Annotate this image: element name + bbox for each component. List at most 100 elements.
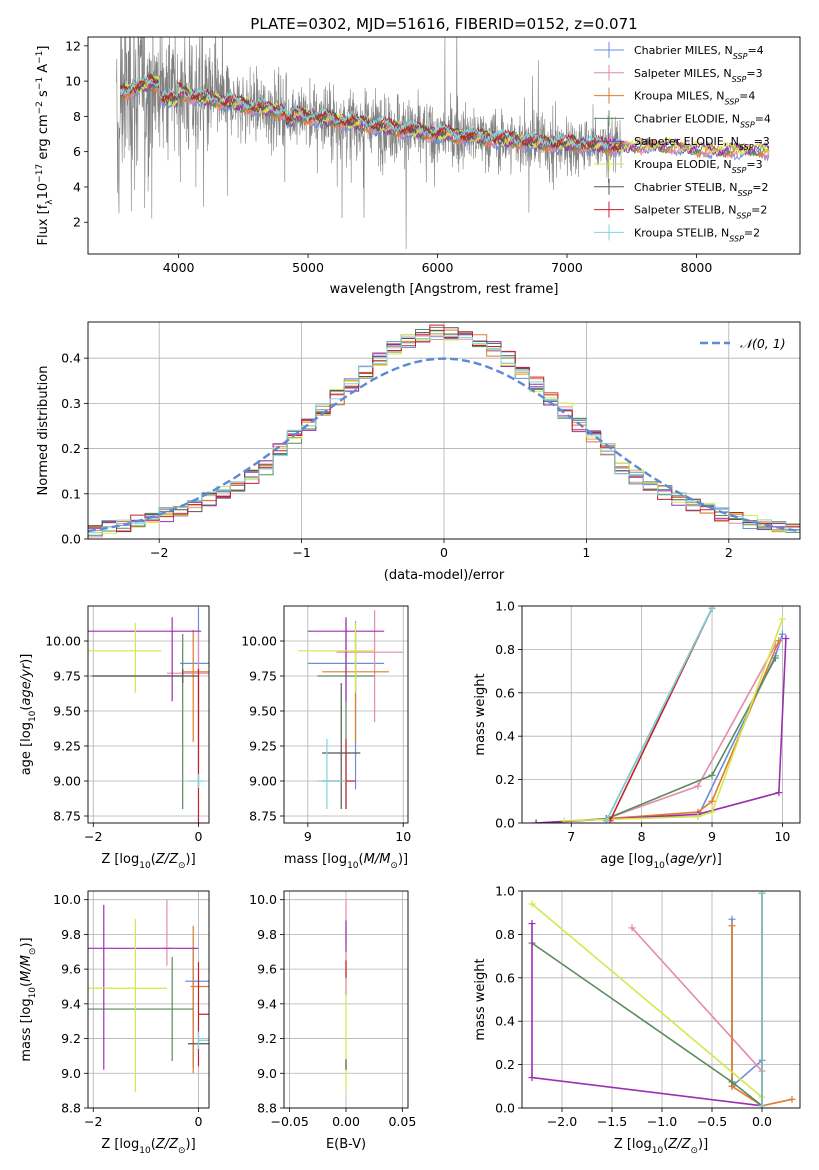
label-part: ⊙	[178, 861, 186, 871]
y-tick-label: 6	[73, 144, 81, 159]
weight-line	[606, 633, 784, 820]
x-tick-label: 10	[774, 829, 790, 844]
x-tick-label: −1.0	[647, 1114, 677, 1129]
legend-label: Kroupa MILES, NSSP=4	[634, 90, 755, 107]
label-part: age/yr	[670, 852, 713, 867]
legend-text: Chabrier MILES, N	[634, 44, 733, 57]
age_vs_mass-xlabel: mass [log10(M/M⊙)]	[284, 852, 408, 871]
x-tick-label: 0	[195, 829, 203, 844]
x-tick-label: 0.00	[332, 1114, 360, 1129]
legend-sub: SSP	[729, 234, 744, 243]
label-part: wavelength [Angstrom, rest frame]	[330, 282, 559, 297]
age_vs_mass-axes: 9 10 8.75 9.00 9.25 9.50 9.75 10.00	[241, 606, 411, 844]
weight_vs_age-axes: 7 8 9 10 0.0 0.2 0.4 0.6 0.8 1.0	[495, 599, 800, 844]
label-part: )]	[19, 654, 34, 664]
y-tick-label: 0.2	[495, 1057, 515, 1072]
label-part: (	[665, 852, 670, 867]
legend-label: Salpeter ELODIE, NSSP=3	[634, 135, 770, 152]
weight-line	[564, 618, 784, 822]
x-tick-label: 0.05	[388, 1114, 416, 1129]
spectrum-ylabel: Flux [fλ10−17 erg cm−2 s−1 A−1]	[35, 46, 55, 246]
legend-suffix: =4	[755, 112, 771, 125]
legend-suffix: =3	[754, 135, 770, 148]
y-tick-label: 0.4	[495, 1014, 515, 1029]
y-tick-label: 10.00	[45, 634, 81, 649]
label-part: Z/Z	[155, 1137, 179, 1152]
y-tick-label: 0.6	[495, 970, 515, 985]
y-tick-label: 9.25	[249, 739, 277, 754]
weight-line	[606, 640, 780, 820]
y-tick-label: 0.3	[61, 396, 81, 411]
legend-text: Chabrier STELIB, N	[634, 181, 738, 194]
age_vs_Z-axes: −2 0 8.75 9.00 9.25 9.50 9.75 10.00	[45, 606, 209, 844]
y-tick-label: 0.0	[495, 816, 515, 831]
mass_vs_Z-frame	[87, 890, 210, 1109]
legend-label: Kroupa STELIB, NSSP=2	[634, 226, 760, 243]
weight-line	[536, 657, 777, 823]
y-tick-label: 9.6	[61, 962, 81, 977]
y-tick-label: 10	[65, 74, 81, 89]
legend-sub: SSP	[738, 188, 753, 197]
x-tick-label: 6000	[422, 260, 454, 275]
legend-suffix: =2	[744, 226, 760, 239]
weight_vs_Z-xlabel: Z [log10(Z/Z⊙)]	[614, 1137, 708, 1156]
y-tick-label: 0.4	[495, 729, 515, 744]
y-tick-label: 9.00	[53, 774, 81, 789]
mass_vs_ebv-frame	[283, 890, 409, 1109]
legend-label: Kroupa ELODIE, NSSP=3	[634, 158, 763, 175]
legend-sub: SSP	[736, 211, 751, 220]
legend-text: Kroupa MILES, N	[634, 90, 724, 103]
weight-line	[606, 644, 777, 820]
y-tick-label: 0.6	[495, 685, 515, 700]
label-part: A	[36, 64, 51, 77]
label-part: (	[151, 1137, 156, 1152]
weight_vs_age-xlabel: age [log10(age/yr)]	[600, 852, 722, 871]
label-part: Normed distribution	[36, 366, 51, 496]
age_vs_Z-ylabel: age [log10(age/yr)]	[19, 654, 38, 776]
age_vs_Z-xlabel: Z [log10(Z/Z⊙)]	[101, 852, 195, 871]
y-tick-label: 0.2	[61, 441, 81, 456]
legend-sub: SSP	[733, 52, 748, 61]
legend-suffix: =3	[746, 158, 762, 171]
mass_vs_Z-plot	[88, 899, 209, 1093]
spectrum-xlabel: wavelength [Angstrom, rest frame]	[330, 282, 559, 297]
y-tick-label: 9.75	[249, 669, 277, 684]
label-part: −2	[35, 101, 45, 114]
label-part: −1	[35, 77, 45, 90]
spectrum-plot	[116, 37, 770, 250]
y-tick-label: 1.0	[495, 884, 515, 899]
spectrum-axes: 4000 5000 6000 7000 8000 2 4 6 8 10 12	[65, 38, 712, 275]
label-part: 10	[28, 987, 38, 999]
label-part: (	[19, 982, 34, 987]
legend-text: Salpeter MILES, N	[634, 67, 732, 80]
legend-text: Salpeter STELIB, N	[634, 204, 736, 217]
x-tick-label: −2.0	[547, 1114, 577, 1129]
mass_vs_Z-axes: −2 0 8.8 9.0 9.2 9.4 9.6 9.8 10.0	[53, 891, 209, 1129]
label-part: 10	[652, 1146, 664, 1156]
label-part: ]	[36, 46, 51, 51]
label-part: (	[19, 706, 34, 711]
legend-sub: SSP	[740, 120, 755, 129]
x-tick-label: 10	[395, 829, 411, 844]
y-tick-label: 8.75	[249, 809, 277, 824]
y-tick-label: 4	[73, 179, 81, 194]
weight-line	[536, 638, 787, 823]
label-part: Z [log	[101, 1137, 139, 1152]
y-tick-label: 9.4	[61, 996, 81, 1011]
x-tick-label: 7	[567, 829, 575, 844]
x-tick-label: 0	[440, 545, 448, 560]
label-part: mass weight	[473, 958, 488, 1040]
label-part: Z/Z	[667, 1137, 691, 1152]
label-part: −1	[35, 51, 45, 64]
label-part: ⊙	[28, 948, 38, 956]
label-part: erg cm	[36, 114, 51, 163]
label-part: )]	[186, 1137, 196, 1152]
label-part: s	[36, 90, 51, 101]
y-tick-label: 10.0	[53, 892, 81, 907]
residuals-ylabel: Normed distribution	[36, 366, 51, 496]
x-tick-label: 0	[195, 1114, 203, 1129]
normal-curve-line	[88, 357, 800, 533]
legend-text: Chabrier ELODIE, N	[634, 112, 740, 125]
